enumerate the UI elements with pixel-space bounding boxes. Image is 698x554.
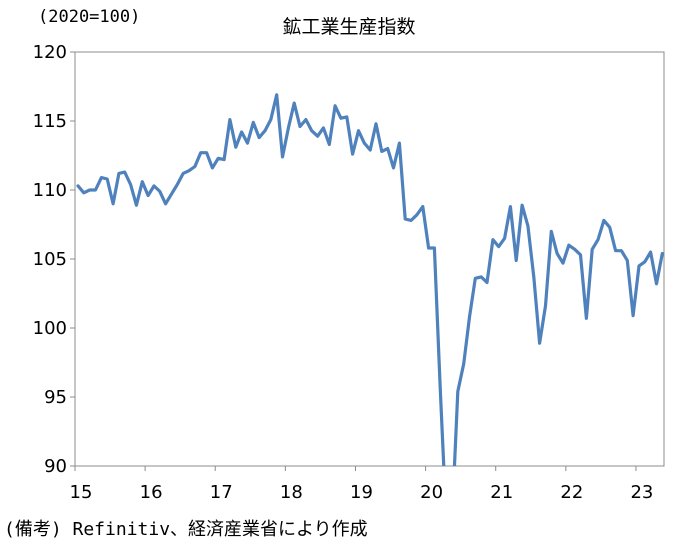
x-tick-label: 17 xyxy=(210,482,233,503)
x-tick-label: 23 xyxy=(630,482,653,503)
x-tick-label: 15 xyxy=(70,482,93,503)
y-tick-label: 115 xyxy=(33,111,67,132)
series-line xyxy=(76,93,664,466)
x-tick-label: 18 xyxy=(280,482,303,503)
plot-frame xyxy=(74,51,665,467)
y-tick-label: 105 xyxy=(33,249,67,270)
x-tick-label: 21 xyxy=(490,482,513,503)
y-tick-label: 100 xyxy=(33,318,67,339)
y-tick-label: 110 xyxy=(33,180,67,201)
x-tick-label: 22 xyxy=(560,482,583,503)
y-tick-label: 95 xyxy=(44,387,67,408)
y-unit-label: (2020=100) xyxy=(38,7,141,27)
x-tick-label: 16 xyxy=(140,482,163,503)
y-tick-label: 120 xyxy=(33,42,67,63)
y-tick-label: 90 xyxy=(44,456,67,477)
source-note: (備考) Refinitiv、経済産業省により作成 xyxy=(4,519,368,540)
chart-title: 鉱工業生産指数 xyxy=(282,16,416,38)
x-tick-label: 20 xyxy=(420,482,443,503)
x-tick-label: 19 xyxy=(350,482,373,503)
